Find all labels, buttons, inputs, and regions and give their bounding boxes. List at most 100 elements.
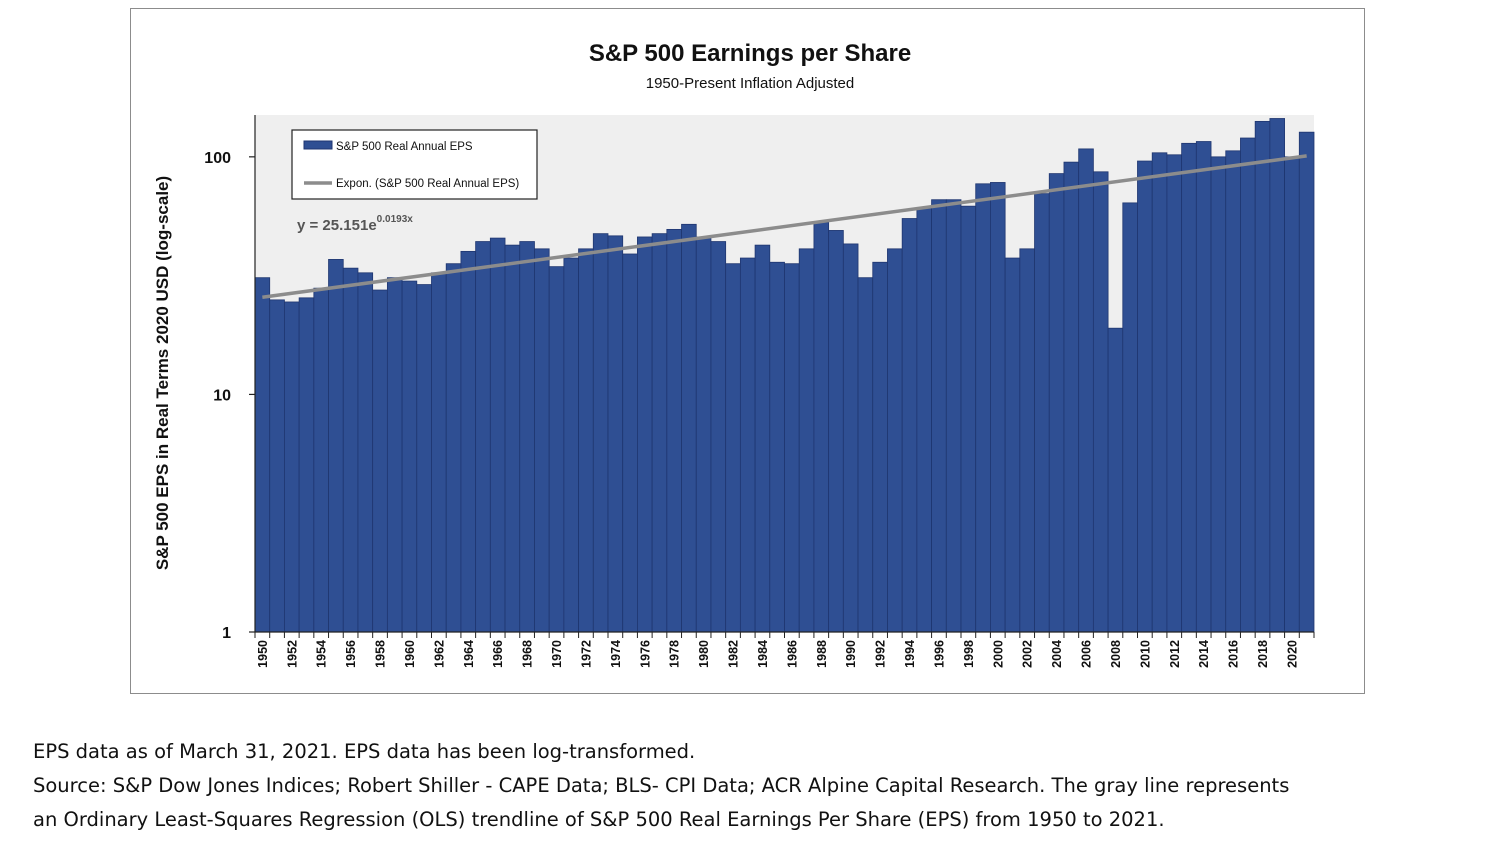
bar-1952 xyxy=(284,301,300,633)
bar-1951 xyxy=(269,299,285,633)
bar-1977 xyxy=(651,233,668,633)
bar-1985 xyxy=(769,261,785,633)
bar-1970 xyxy=(548,266,565,633)
axes-group: 1 10 100 1950 1952 1954 1956 1958 1960 1962 1964 19… xyxy=(204,115,1315,668)
bar-1998 xyxy=(960,205,977,633)
bar-2009 xyxy=(1122,202,1138,633)
bar-1974 xyxy=(607,235,624,633)
x-tick-label-2014: 2014 xyxy=(1197,640,1211,668)
x-tick-label-2020: 2020 xyxy=(1285,640,1299,668)
bar-1987 xyxy=(798,248,815,633)
legend-label-trendline: Expon. (S&P 500 Real Annual EPS) xyxy=(336,178,519,190)
bar-1989 xyxy=(828,230,844,633)
bar-1956 xyxy=(342,267,359,633)
bar-2005 xyxy=(1063,161,1080,633)
figure-caption: EPS data as of March 31, 2021. EPS data … xyxy=(33,735,1493,837)
bar-1953 xyxy=(298,297,315,633)
bar-1993 xyxy=(887,248,903,633)
bar-1955 xyxy=(328,259,344,633)
caption-line-3: an Ordinary Least-Squares Regression (OL… xyxy=(33,808,1165,831)
bar-1997 xyxy=(945,199,962,633)
y-tick-label-1: 1 xyxy=(222,625,231,642)
x-tick-label-1952: 1952 xyxy=(285,640,299,668)
legend-swatch-bars xyxy=(303,140,333,150)
chart: S&P 500 Earnings per Share 1950-Present … xyxy=(153,40,1315,668)
bar-2011 xyxy=(1151,152,1168,633)
bar-1996 xyxy=(931,199,947,633)
bar-1975 xyxy=(622,253,638,633)
bar-2013 xyxy=(1181,142,1197,633)
trendline-equation-exponent: 0.0193x xyxy=(377,214,414,225)
x-tick-label-1966: 1966 xyxy=(491,640,505,668)
bar-1968 xyxy=(519,241,535,633)
bar-1981 xyxy=(710,241,727,633)
bar-2012 xyxy=(1166,154,1183,633)
bar-2014 xyxy=(1195,141,1212,633)
bar-1988 xyxy=(813,221,830,633)
bar-1960 xyxy=(401,280,418,633)
bar-1984 xyxy=(754,244,771,633)
bar-2015 xyxy=(1210,156,1227,633)
trendline-equation: y = 25.151e0.0193x xyxy=(297,214,413,234)
bar-1992 xyxy=(872,261,888,633)
bar-1965 xyxy=(475,241,491,633)
x-tick-label-2016: 2016 xyxy=(1227,640,1241,668)
x-tick-label-1994: 1994 xyxy=(903,640,917,668)
bar-1967 xyxy=(504,244,521,633)
x-tick-label-1954: 1954 xyxy=(315,640,329,668)
bar-2018 xyxy=(1254,120,1271,633)
x-tick-label-1992: 1992 xyxy=(874,640,888,668)
x-tick-label-2006: 2006 xyxy=(1080,640,1094,668)
bar-1991 xyxy=(857,277,874,633)
x-tick-label-1970: 1970 xyxy=(550,640,564,668)
bar-2020 xyxy=(1284,156,1300,633)
bar-1999 xyxy=(975,183,991,633)
x-tick-label-2010: 2010 xyxy=(1138,640,1152,668)
bar-2004 xyxy=(1048,173,1065,633)
x-tick-label-2018: 2018 xyxy=(1256,640,1270,668)
bar-1957 xyxy=(357,272,374,633)
bar-1990 xyxy=(842,243,859,633)
bar-1983 xyxy=(739,257,756,633)
x-tick-label-2012: 2012 xyxy=(1168,640,1182,668)
x-tick-label-1958: 1958 xyxy=(374,640,388,668)
y-tick-label-10: 10 xyxy=(213,387,231,404)
x-tick-label-2004: 2004 xyxy=(1050,640,1064,668)
bar-2016 xyxy=(1225,150,1241,633)
x-tick-label-1960: 1960 xyxy=(403,640,417,668)
bar-2003 xyxy=(1034,193,1050,633)
legend-box xyxy=(291,129,538,200)
chart-subtitle: 1950-Present Inflation Adjusted xyxy=(646,75,854,92)
y-tick-label-100: 100 xyxy=(204,150,231,167)
bar-1964 xyxy=(460,250,477,633)
x-tick-label-1988: 1988 xyxy=(815,640,829,668)
bar-2010 xyxy=(1137,160,1153,633)
y-axis-label: S&P 500 EPS in Real Terms 2020 USD (log-… xyxy=(153,176,172,570)
bar-1982 xyxy=(725,263,741,633)
chart-frame: S&P 500 Earnings per Share 1950-Present … xyxy=(130,8,1365,694)
x-tick-label-1978: 1978 xyxy=(668,640,682,668)
bar-2006 xyxy=(1078,148,1094,633)
x-tick-label-1964: 1964 xyxy=(462,640,476,668)
bar-1958 xyxy=(372,289,388,633)
x-tick-label-1982: 1982 xyxy=(727,640,741,668)
x-tick-label-1962: 1962 xyxy=(432,640,446,668)
x-tick-label-1968: 1968 xyxy=(521,640,535,668)
x-tick-label-1996: 1996 xyxy=(932,640,946,668)
trendline-equation-base: y = 25.151e xyxy=(297,217,377,234)
x-tick-label-1972: 1972 xyxy=(579,640,593,668)
bar-2019 xyxy=(1269,118,1285,633)
bar-1961 xyxy=(416,284,432,633)
bar-2000 xyxy=(990,182,1006,633)
x-tick-label-1984: 1984 xyxy=(756,640,770,668)
caption-line-1: EPS data as of March 31, 2021. EPS data … xyxy=(33,740,696,763)
x-tick-label-1986: 1986 xyxy=(785,640,799,668)
chart-title: S&P 500 Earnings per Share xyxy=(589,40,911,67)
bar-1963 xyxy=(445,263,462,633)
bar-2021 xyxy=(1298,131,1315,633)
x-tick-label-1998: 1998 xyxy=(962,640,976,668)
bar-2007 xyxy=(1092,171,1109,633)
bar-1994 xyxy=(901,218,918,633)
bar-2001 xyxy=(1004,257,1021,633)
x-tick-label-1956: 1956 xyxy=(344,640,358,668)
